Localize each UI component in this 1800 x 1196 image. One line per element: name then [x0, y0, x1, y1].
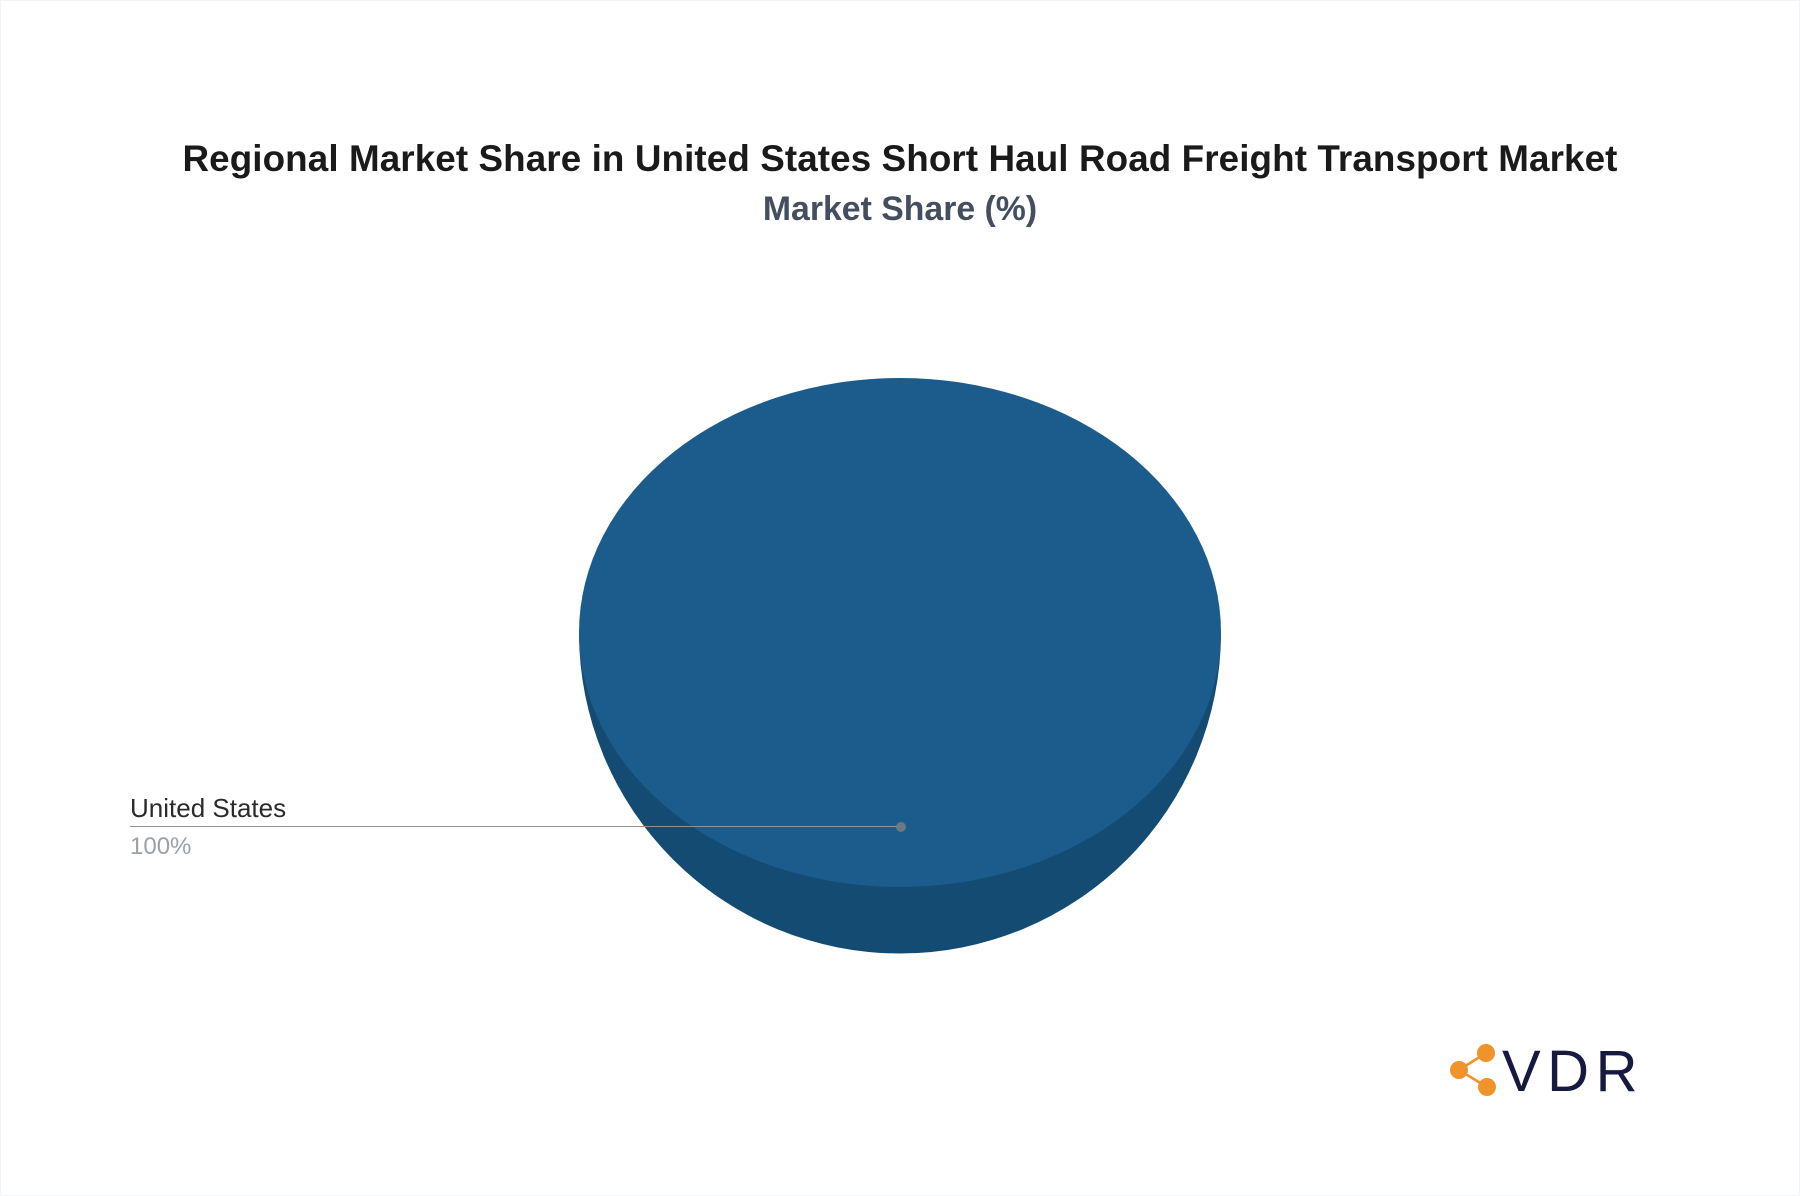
svg-text:VDR: VDR: [1502, 1040, 1644, 1100]
